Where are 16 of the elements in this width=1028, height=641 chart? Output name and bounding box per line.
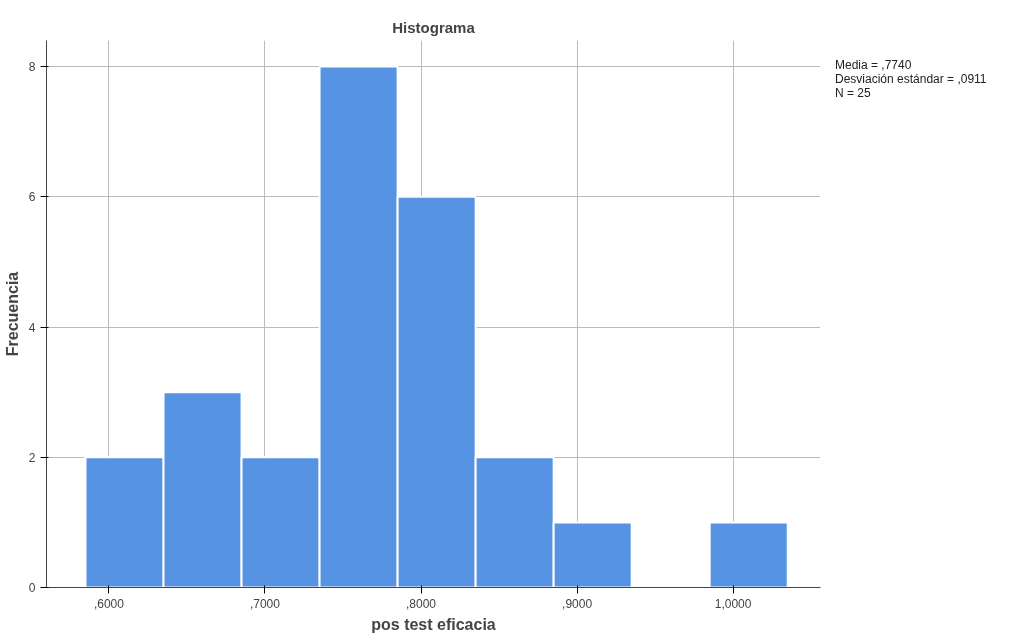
x-axis-title: pos test eficacia <box>371 615 496 633</box>
x-tick-label: ,6000 <box>93 596 125 611</box>
x-tick-label: ,7000 <box>249 596 281 611</box>
y-tick-label: 8 <box>28 60 36 75</box>
y-tick-label: 6 <box>28 190 36 205</box>
x-tick-label: ,9000 <box>562 596 593 611</box>
text: N = 25 <box>835 86 872 100</box>
y-tick-label: 2 <box>28 450 36 465</box>
y-tick-label: 4 <box>28 320 36 335</box>
x-tick-label: 1,0000 <box>714 596 752 611</box>
y-tick-label: 0 <box>28 581 36 595</box>
x-tick-label: ,8000 <box>406 596 437 611</box>
y-axis-title: Frecuencia <box>3 271 21 357</box>
text: Desviación estándar = ,0911 <box>835 72 987 86</box>
chart-title: Histograma <box>392 18 476 36</box>
text: Media = ,7740 <box>835 58 913 72</box>
